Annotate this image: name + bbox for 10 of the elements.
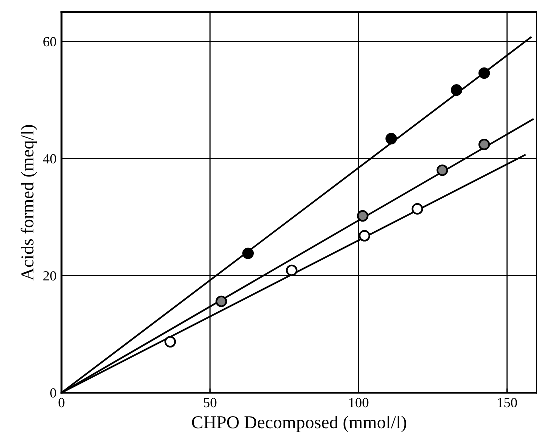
y-tick-label: 40	[43, 154, 56, 164]
x-tick-label: 100	[350, 398, 369, 408]
y-axis-title: Acids formed (meq/l)	[20, 125, 38, 281]
y-tick-label: 0	[50, 388, 56, 398]
x-tick-label: 0	[58, 398, 65, 408]
y-tick-label: 20	[44, 271, 56, 281]
x-axis-title: CHPO Decomposed (mmol/l)	[192, 416, 406, 432]
y-tick-label: 60	[44, 37, 56, 47]
x-tick-label: 150	[498, 398, 518, 408]
x-tick-label: 50	[204, 398, 217, 408]
